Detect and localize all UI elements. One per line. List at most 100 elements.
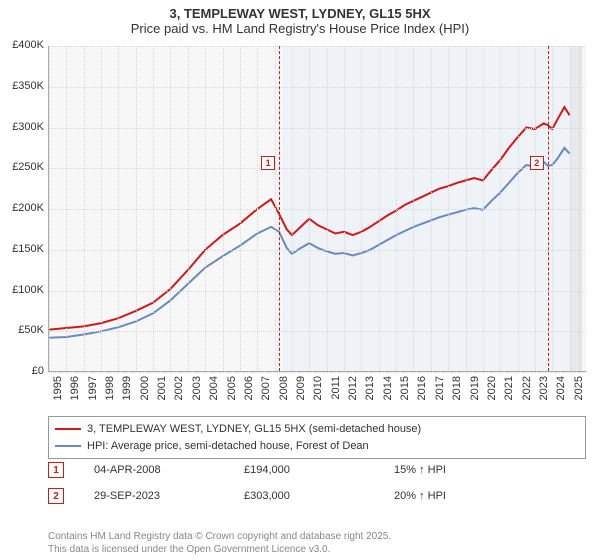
ytick-label: £250K [2,161,44,173]
xtick-label: 2011 [330,376,342,410]
gridline-v [327,46,328,371]
xtick-label: 2023 [538,376,550,410]
xtick-label: 2015 [399,376,411,410]
gridline-v [240,46,241,371]
legend-row-hpi: HPI: Average price, semi-detached house,… [55,438,579,455]
gridline-v [535,46,536,371]
xtick-label: 1995 [52,376,64,410]
footer-block: Contains HM Land Registry data © Crown c… [48,530,391,556]
xtick-label: 2002 [173,376,185,410]
xtick-label: 2007 [260,376,272,410]
gridline-v [552,46,553,371]
gridline-v [223,46,224,371]
gridline-h [49,209,586,210]
gridline-v [84,46,85,371]
gridline-h [49,291,586,292]
xtick-label: 2001 [156,376,168,410]
xtick-label: 2003 [191,376,203,410]
xtick-label: 2014 [382,376,394,410]
legend-label-hpi: HPI: Average price, semi-detached house,… [87,438,369,455]
marker-price-2: £303,000 [244,490,364,502]
title-line-1: 3, TEMPLEWAY WEST, LYDNEY, GL15 5HX [0,6,600,21]
gridline-v [379,46,380,371]
gridline-v [483,46,484,371]
gridline-v [570,46,571,371]
gridline-h [49,87,586,88]
ytick-label: £150K [2,243,44,255]
gridline-v [292,46,293,371]
ytick-label: £400K [2,39,44,51]
ytick-label: £200K [2,202,44,214]
marker-badge-on-chart: 1 [261,156,275,170]
xtick-label: 1997 [87,376,99,410]
marker-row-1: 1 04-APR-2008 £194,000 15% ↑ HPI [48,462,586,478]
xtick-label: 2009 [295,376,307,410]
legend-swatch-hpi [55,445,81,447]
xtick-label: 2017 [434,376,446,410]
gridline-h [49,46,586,47]
gridline-v [188,46,189,371]
marker-price-1: £194,000 [244,464,364,476]
gridline-h [49,372,586,373]
xtick-label: 2018 [451,376,463,410]
ytick-label: £300K [2,121,44,133]
xtick-label: 2005 [226,376,238,410]
xtick-label: 2013 [364,376,376,410]
marker-line [548,46,549,371]
gridline-v [101,46,102,371]
marker-line [279,46,280,371]
marker-date-2: 29-SEP-2023 [94,490,214,502]
marker-delta-2: 20% ↑ HPI [394,490,514,502]
title-block: 3, TEMPLEWAY WEST, LYDNEY, GL15 5HX Pric… [0,0,600,38]
ytick-label: £50K [2,324,44,336]
xtick-label: 2016 [416,376,428,410]
gridline-v [361,46,362,371]
gridline-v [257,46,258,371]
marker-badge-on-chart: 2 [530,156,544,170]
xtick-label: 2004 [208,376,220,410]
legend-label-price-paid: 3, TEMPLEWAY WEST, LYDNEY, GL15 5HX (sem… [87,421,421,438]
chart-container: 3, TEMPLEWAY WEST, LYDNEY, GL15 5HX Pric… [0,0,600,560]
chart-region: 12 [48,46,586,372]
gridline-v [136,46,137,371]
xtick-label: 1998 [104,376,116,410]
gridline-v [448,46,449,371]
xtick-label: 2010 [312,376,324,410]
xtick-label: 2006 [243,376,255,410]
xtick-label: 2000 [139,376,151,410]
ytick-label: £0 [2,365,44,377]
gridline-v [49,46,50,371]
legend-swatch-price-paid [55,428,81,430]
xtick-label: 2025 [573,376,585,410]
gridline-v [431,46,432,371]
gridline-h [49,168,586,169]
gridline-h [49,331,586,332]
legend-box: 3, TEMPLEWAY WEST, LYDNEY, GL15 5HX (sem… [48,416,586,459]
xtick-label: 2012 [347,376,359,410]
footer-line-1: Contains HM Land Registry data © Crown c… [48,530,391,543]
footer-line-2: This data is licensed under the Open Gov… [48,543,391,556]
gridline-h [49,128,586,129]
ytick-label: £350K [2,80,44,92]
gridline-v [396,46,397,371]
marker-date-1: 04-APR-2008 [94,464,214,476]
xtick-label: 1996 [69,376,81,410]
plot-area: 12 [48,46,586,372]
gridline-v [413,46,414,371]
marker-delta-1: 15% ↑ HPI [394,464,514,476]
legend-row-price-paid: 3, TEMPLEWAY WEST, LYDNEY, GL15 5HX (sem… [55,421,579,438]
xtick-label: 2008 [278,376,290,410]
xtick-label: 1999 [121,376,133,410]
gridline-v [344,46,345,371]
gridline-v [153,46,154,371]
xtick-label: 2022 [521,376,533,410]
xtick-label: 2020 [486,376,498,410]
gridline-v [66,46,67,371]
gridline-v [118,46,119,371]
gridline-v [205,46,206,371]
xtick-label: 2021 [503,376,515,410]
gridline-v [466,46,467,371]
marker-badge-1: 1 [48,462,64,478]
ytick-label: £100K [2,284,44,296]
xtick-label: 2019 [469,376,481,410]
